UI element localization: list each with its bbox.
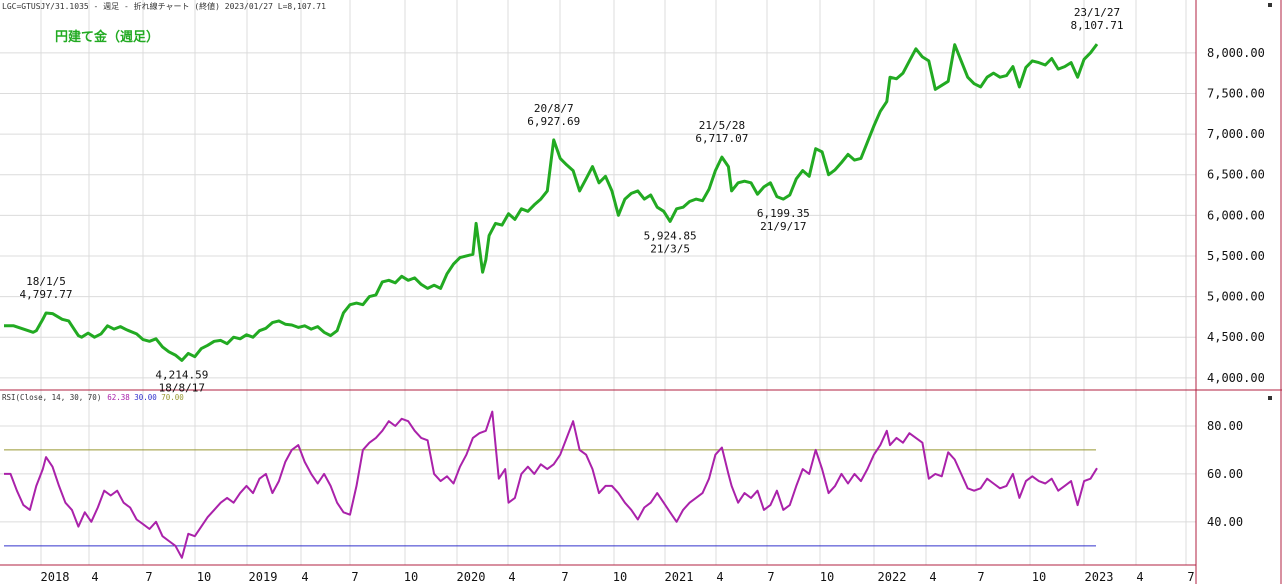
panel-marker-icon[interactable] [1268,3,1272,7]
x-tick-label: 10 [197,570,211,584]
annotation-line-1: 21/5/28 [699,119,745,132]
y-tick-label: 5,500.00 [1207,249,1265,263]
annotation-line-1: 5,924.85 [644,229,697,242]
price-annotation: 20/8/76,927.69 [527,102,580,128]
y-tick-label: 5,000.00 [1207,290,1265,304]
series-lines [4,43,1099,559]
x-tick-label: 10 [404,570,418,584]
x-tick-label: 4 [929,570,936,584]
annotation-line-1: 18/1/5 [26,275,66,288]
y-tick-label: 6,000.00 [1207,208,1265,222]
rsi-tick-label: 60.00 [1207,467,1243,481]
price-annotation: 23/1/278,107.71 [1071,6,1124,32]
rsi-legend-value: 62.38 [107,393,130,402]
y-tick-label: 6,500.00 [1207,168,1265,182]
rsi-legend-title: RSI(Close, 14, 30, 70) [2,393,101,402]
x-tick-label: 7 [351,570,358,584]
annotation-line-2: 18/8/17 [159,381,205,394]
x-tick-label: 4 [301,570,308,584]
annotation-line-2: 4,797.77 [20,288,73,301]
chart-header-info: LGC=GTUSJY/31.1035 - 週足 - 折れ線チャート (終値) 2… [2,1,326,11]
x-tick-label: 10 [820,570,834,584]
x-tick-label: 2022 [878,570,907,584]
grid-lines [0,0,1196,565]
annotation-line-1: 20/8/7 [534,102,574,115]
y-tick-label: 4,000.00 [1207,371,1265,385]
price-annotation: 18/1/54,797.77 [20,275,73,301]
x-tick-label: 7 [145,570,152,584]
x-tick-label: 4 [91,570,98,584]
rsi-line [4,410,1098,559]
x-tick-label: 7 [977,570,984,584]
x-tick-label: 2023 [1085,570,1114,584]
x-tick-label: 10 [1032,570,1046,584]
annotation-line-2: 21/3/5 [650,242,690,255]
annotation-line-2: 6,927.69 [527,115,580,128]
y-tick-label: 7,000.00 [1207,127,1265,141]
chart-title: 円建て金（週足） [55,29,159,45]
price-annotation: 21/5/286,717.07 [695,119,748,145]
x-tick-label: 2020 [457,570,486,584]
price-line [4,43,1099,362]
x-tick-label: 4 [1136,570,1143,584]
x-tick-label: 2021 [665,570,694,584]
annotation-line-1: 4,214.59 [155,368,208,381]
x-tick-label: 2019 [249,570,278,584]
panel-marker-icon[interactable] [1268,396,1272,400]
x-tick-label: 10 [613,570,627,584]
y-tick-label: 7,500.00 [1207,86,1265,100]
y-tick-label: 8,000.00 [1207,46,1265,60]
x-tick-label: 7 [767,570,774,584]
y-axis-labels: 4,000.00 4,500.00 5,000.00 5,500.00 6,000.00… [1207,46,1265,529]
x-tick-label: 4 [508,570,515,584]
rsi-tick-label: 40.00 [1207,515,1243,529]
annotation-line-2: 8,107.71 [1071,19,1124,32]
rsi-legend: RSI(Close, 14, 30, 70) 62.38 30.00 70.00 [2,393,184,402]
x-tick-label: 4 [716,570,723,584]
annotation-line-1: 23/1/27 [1074,6,1120,19]
annotation-line-2: 21/9/17 [760,220,806,233]
x-tick-label: 7 [1187,570,1194,584]
x-axis-labels: 2018 4 7 10 2019 4 7 10 2020 4 7 10 2021 4 7 10 2022 4 7 10… [41,570,1195,584]
x-tick-label: 7 [561,570,568,584]
rsi-tick-label: 80.00 [1207,419,1243,433]
y-tick-label: 4,500.00 [1207,330,1265,344]
rsi-legend-value: 70.00 [161,393,184,402]
annotation-line-1: 6,199.35 [757,207,810,220]
rsi-legend-value: 30.00 [134,393,157,402]
x-tick-label: 2018 [41,570,70,584]
annotation-line-2: 6,717.07 [695,132,748,145]
